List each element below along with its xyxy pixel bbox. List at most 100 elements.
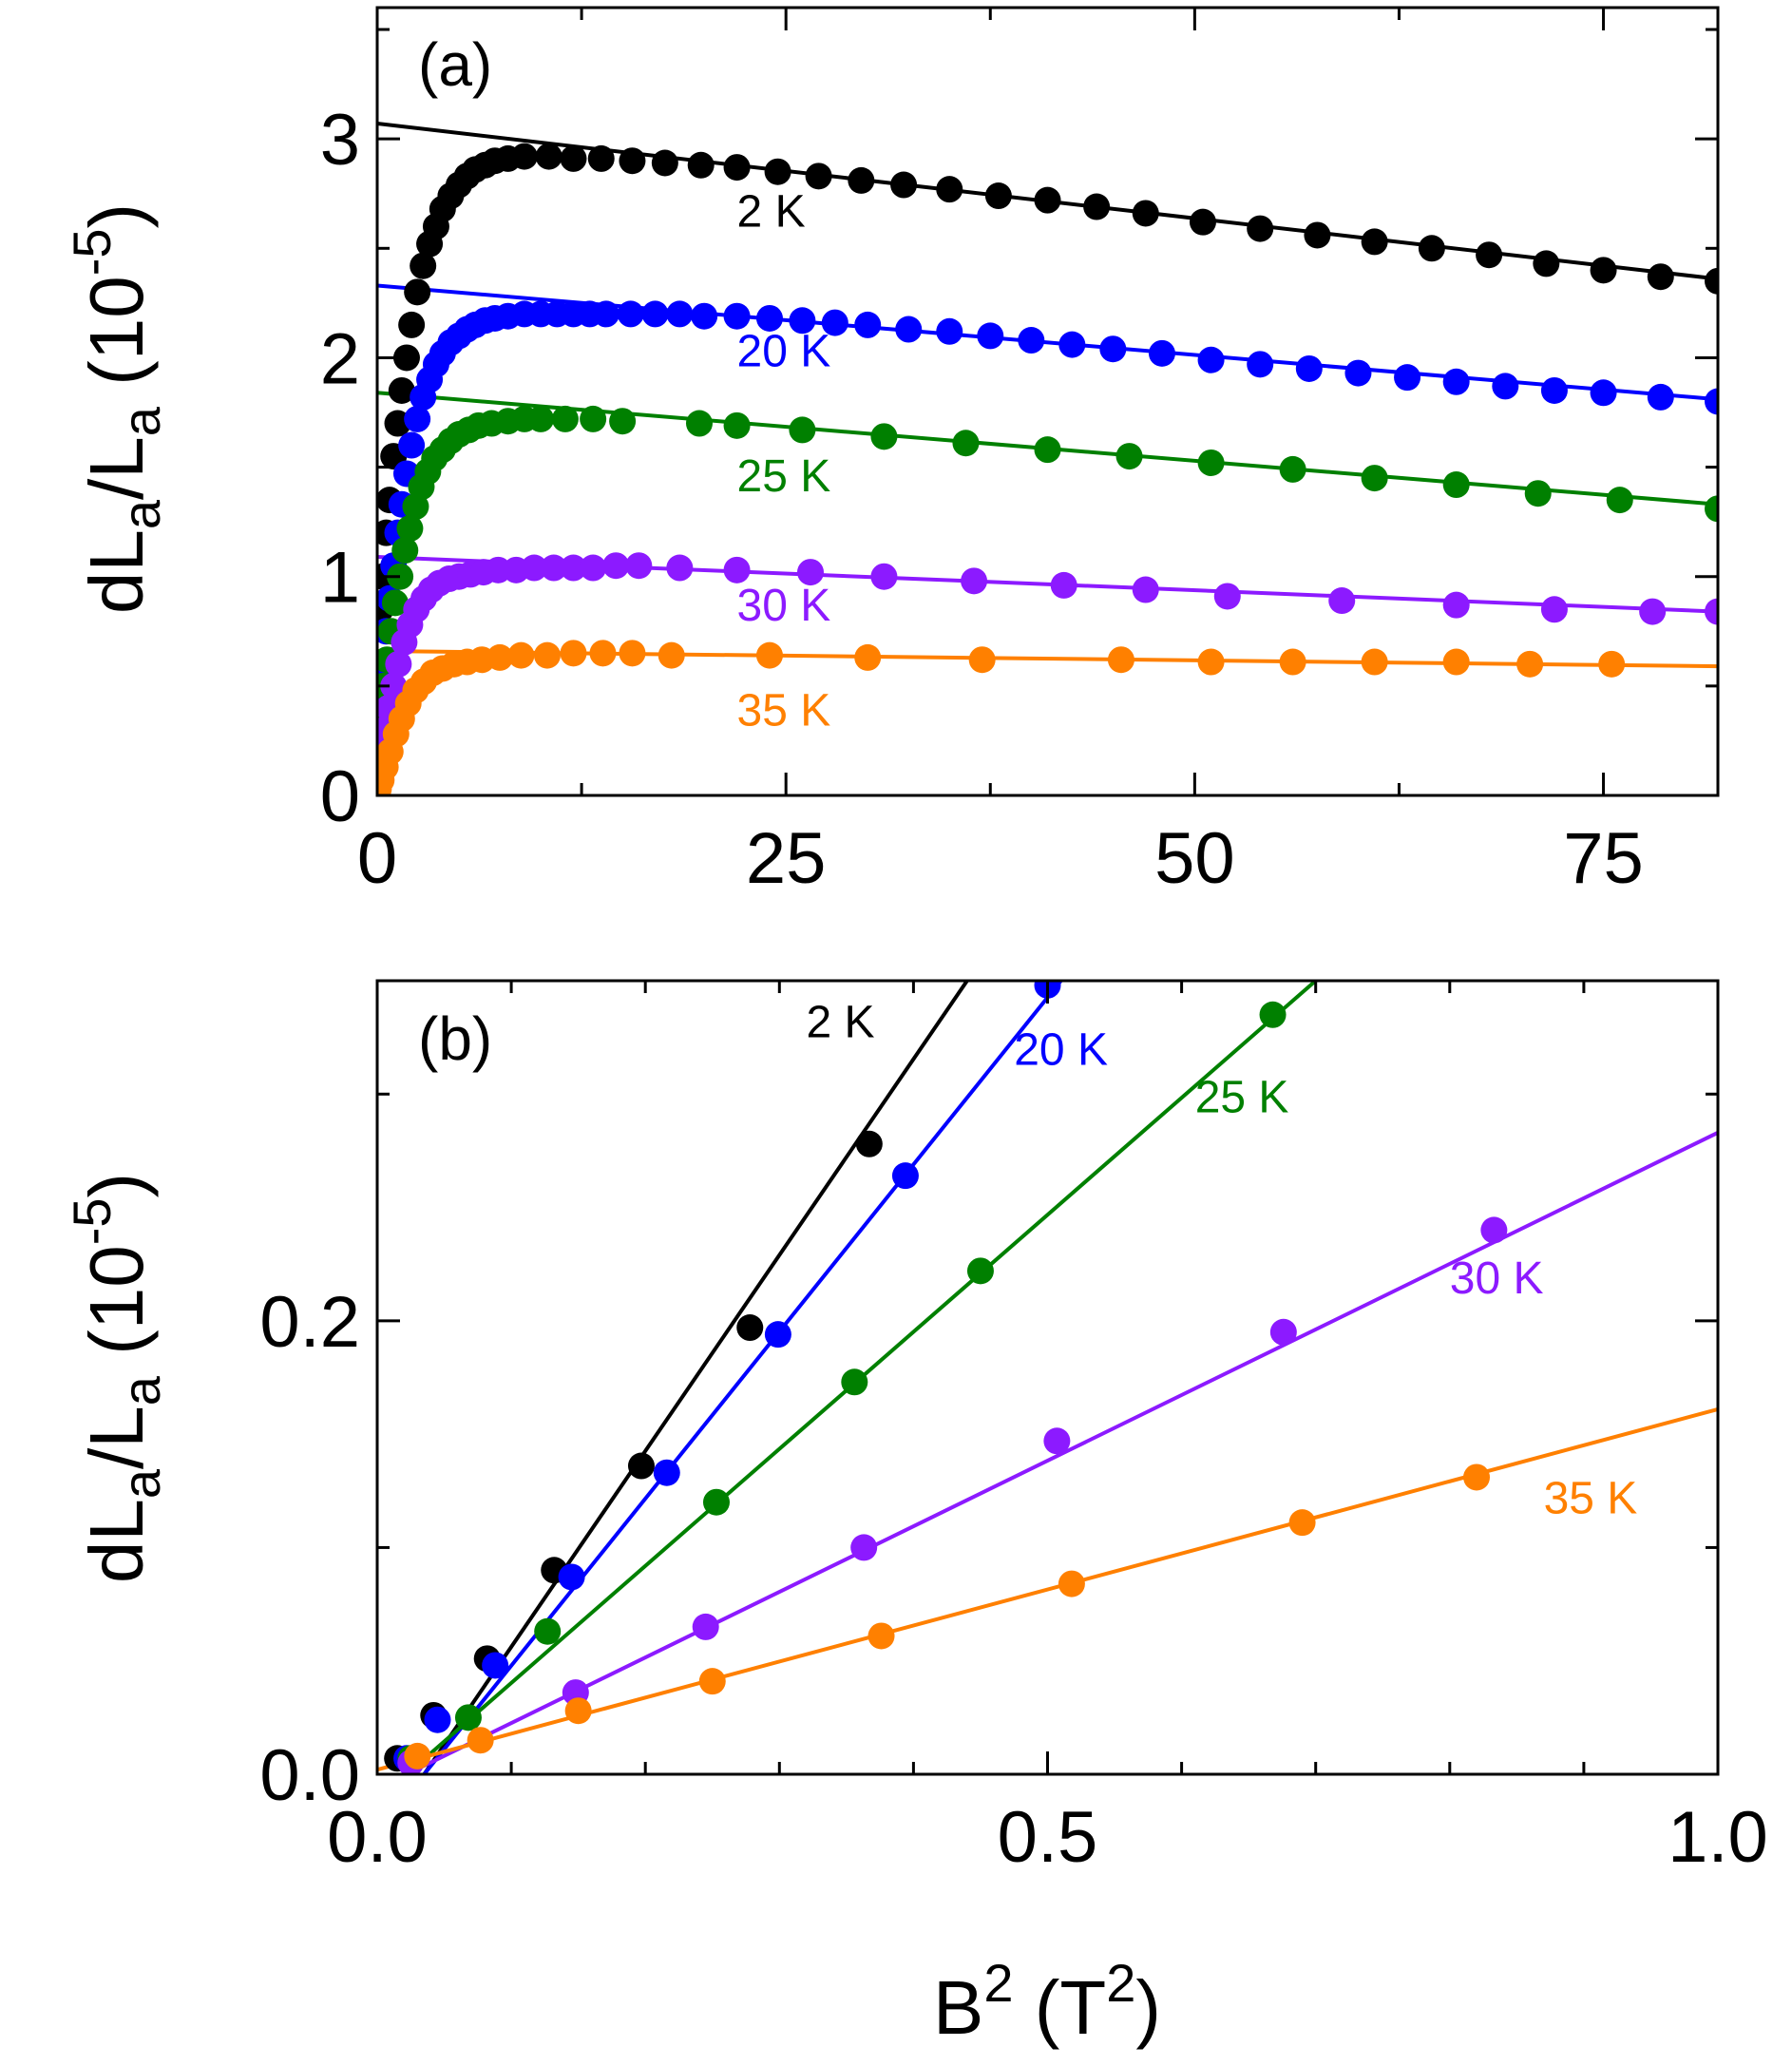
panel-a-point-2k xyxy=(723,154,751,182)
panel-a-series-label-35k: 35 K xyxy=(737,685,831,736)
panel-a-xtick-label: 0 xyxy=(357,818,397,899)
panel-b-point-25k xyxy=(702,1488,730,1516)
panel-a-point-25k xyxy=(789,416,816,444)
panel-a-point-30k xyxy=(1213,583,1241,610)
panel-a-point-25k xyxy=(387,563,414,590)
panel-b-point-35k xyxy=(698,1668,726,1695)
panel-a-point-20k xyxy=(1647,383,1674,411)
panel-a-point-2k xyxy=(1083,193,1111,220)
panel-a-ylabel-close: ) xyxy=(74,203,159,229)
panel-a-point-20k xyxy=(755,304,783,332)
panel-a-point-2k xyxy=(687,151,715,179)
panel-a-frame xyxy=(375,6,1720,797)
panel-a-point-2k xyxy=(510,143,538,170)
panel-b-ylabel-close: ) xyxy=(74,1173,159,1198)
panel-a-point-35k xyxy=(1442,648,1470,676)
panel-a-point-20k xyxy=(691,302,718,330)
panel-b-ylabel-main: dL xyxy=(74,1499,159,1583)
panel-b-point-30k xyxy=(692,1613,719,1640)
panel-a-point-2k xyxy=(560,144,587,172)
panel-a-point-20k xyxy=(398,431,426,459)
panel-a-point-25k xyxy=(551,405,579,432)
panel-a-point-20k xyxy=(723,302,751,330)
panel-b-xtick-label: 0.5 xyxy=(998,1797,1098,1878)
panel-a-point-30k xyxy=(796,559,824,586)
panel-a-point-2k xyxy=(1705,267,1718,295)
panel-a-point-30k xyxy=(385,650,412,678)
panel-b-series-label-20k: 20 K xyxy=(1014,1024,1108,1075)
panel-a-point-20k xyxy=(1705,388,1718,415)
panel-a-ticks: 0 25 50 75 0 1 2 3 xyxy=(320,8,1718,899)
panel-a-ylabel: dLa/La (10-5) xyxy=(62,203,171,614)
panel-a-point-2k xyxy=(1304,221,1331,249)
panel-a-point-20k xyxy=(641,300,669,328)
panel-a-point-20k xyxy=(1018,327,1045,354)
panel-a-point-25k xyxy=(580,405,607,432)
panel-b-ylabel-paren: (10 xyxy=(74,1245,159,1376)
panel-b-xtick-label: 1.0 xyxy=(1668,1797,1768,1878)
panel-a-point-35k xyxy=(486,643,514,671)
panel-a-point-25k xyxy=(952,430,980,457)
panel-a-point-35k xyxy=(1197,648,1225,676)
panel-a-ylabel-slash: /L xyxy=(74,436,159,500)
panel-a-point-20k xyxy=(617,300,644,328)
panel-a-point-2k xyxy=(1132,200,1159,227)
panel-b-xtick-label: 0.0 xyxy=(327,1797,428,1878)
panel-a-point-20k xyxy=(404,405,431,432)
panel-a-point-2k xyxy=(1247,215,1274,242)
panel-b-point-2k xyxy=(855,1130,883,1157)
svg-text:dLa/La (10-5): dLa/La (10-5) xyxy=(62,1173,171,1583)
panel-b-point-20k xyxy=(558,1563,585,1591)
panel-a-point-2k xyxy=(1533,250,1560,277)
panel-a-ytick-label: 0 xyxy=(320,756,360,837)
panel-a-ytick-label: 2 xyxy=(320,318,360,399)
panel-b-series-label-30k: 30 K xyxy=(1450,1253,1544,1304)
panel-a-label: (a) xyxy=(418,30,492,99)
panel-a-point-25k xyxy=(870,423,898,450)
panel-a-point-20k xyxy=(1344,359,1372,387)
panel-a-point-2k xyxy=(1418,235,1445,262)
panel-a-point-20k xyxy=(895,316,923,343)
panel-a-point-25k xyxy=(527,405,555,432)
panel-a-point-30k xyxy=(1540,596,1568,623)
panel-a-point-2k xyxy=(1189,208,1216,236)
panel-a-point-35k xyxy=(507,641,535,669)
panel-b-point-35k xyxy=(1463,1463,1491,1491)
panel-b-data-points xyxy=(384,981,1508,1774)
panel-b-point-30k xyxy=(1043,1427,1071,1455)
panel-a-point-25k xyxy=(1705,495,1718,523)
panel-a-point-2k xyxy=(1034,186,1061,214)
panel-b-point-25k xyxy=(454,1704,482,1731)
panel-a-point-2k xyxy=(1476,241,1503,269)
panel-a-point-35k xyxy=(755,641,783,669)
panel-a-point-2k xyxy=(1647,263,1674,291)
panel-a-point-25k xyxy=(1197,449,1225,476)
panel-a-point-2k xyxy=(764,158,791,185)
panel-a-xtick-label: 25 xyxy=(746,818,827,899)
panel-a-xtick-label: 50 xyxy=(1154,818,1235,899)
panel-b-point-20k xyxy=(764,1321,791,1349)
panel-b-point-35k xyxy=(1288,1509,1316,1537)
panel-b-point-25k xyxy=(1259,1001,1287,1028)
panel-a-point-30k xyxy=(1050,571,1077,599)
panel-a-point-20k xyxy=(1442,368,1470,395)
panel-a-point-2k xyxy=(805,163,832,190)
panel-a-ylabel-exp: -5 xyxy=(62,228,122,276)
panel-a-ylabel-sub1: a xyxy=(111,499,171,529)
panel-a-point-30k xyxy=(625,552,653,580)
panel-a-point-2k xyxy=(587,144,615,172)
panel-a-point-30k xyxy=(1132,576,1159,603)
panel-a-point-20k xyxy=(936,317,963,345)
panel-b-point-35k xyxy=(1058,1570,1085,1597)
panel-b: 0.0 0.5 1.00.00.2 2 K20 K25 K30 K35 K (b) … xyxy=(62,979,1768,2050)
panel-a-data-points xyxy=(377,143,1718,795)
panel-b-xlabel-main: B xyxy=(933,1965,983,2050)
panel-a-point-25k xyxy=(685,410,713,437)
panel-a-point-25k xyxy=(381,589,409,617)
panel-b-series-label-25k: 25 K xyxy=(1195,1072,1289,1122)
panel-a-point-25k xyxy=(1442,471,1470,499)
panel-a-ylabel-paren: (10 xyxy=(74,276,159,407)
panel-a-point-20k xyxy=(977,322,1004,350)
panel-b-point-25k xyxy=(966,1257,994,1285)
